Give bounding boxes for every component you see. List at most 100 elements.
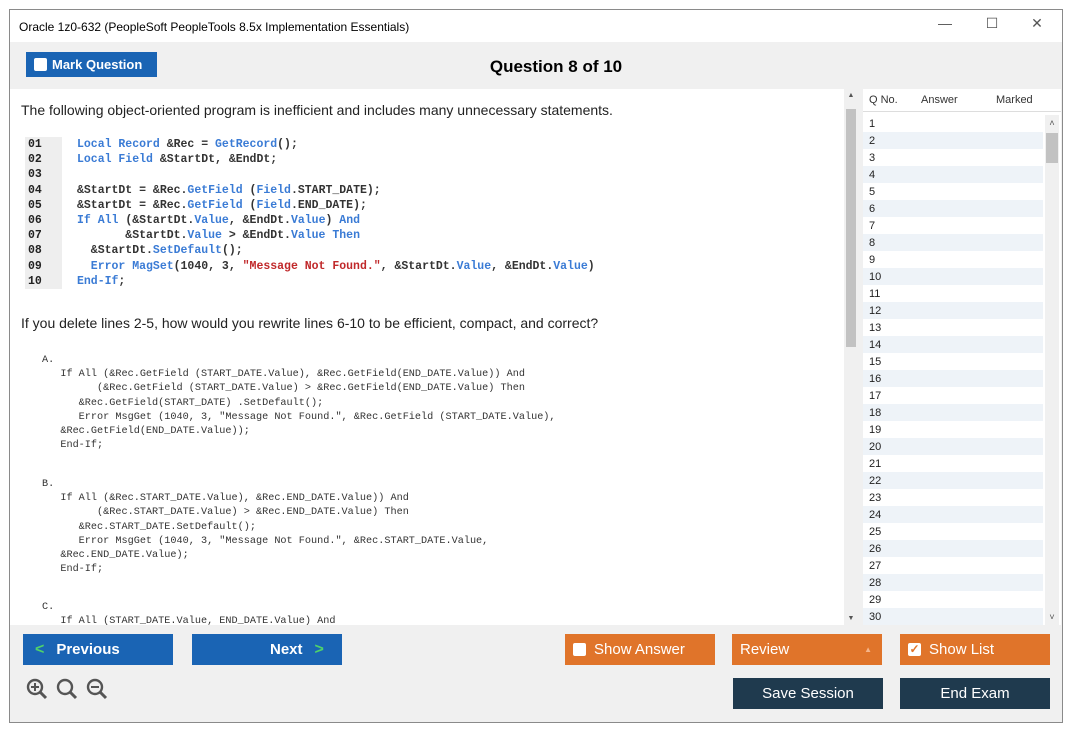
list-item[interactable]: 15 [869, 355, 882, 368]
chevron-left-icon: < [35, 640, 45, 658]
code-token: Field [256, 198, 291, 212]
line-number: 10 [25, 273, 62, 290]
chevron-right-icon: > [314, 640, 324, 658]
show-answer-button[interactable]: Show Answer [565, 634, 715, 665]
code-token: &StartDt, &EndDt; [159, 153, 278, 167]
question-scrollbar[interactable]: ▲ ▼ [844, 89, 858, 625]
list-item[interactable]: 19 [869, 423, 882, 436]
list-item[interactable]: 6 [863, 200, 1043, 217]
list-item[interactable]: 30 [863, 608, 1043, 625]
list-item[interactable]: 22 [863, 472, 1043, 489]
show-list-button[interactable]: ✓ Show List [900, 634, 1050, 665]
maximize-button[interactable]: ☐ [985, 15, 999, 31]
list-item[interactable]: 1 [869, 117, 876, 130]
list-scroll-down-icon[interactable]: ˅ [1049, 612, 1055, 622]
code-listing: 01 Local Record &Rec = GetRecord(); 02 Loca… [25, 137, 595, 290]
list-item[interactable]: 14 [863, 336, 1043, 353]
code-line: 08 &StartDt.SetDefault(); [25, 243, 595, 259]
code-line: 01 Local Record &Rec = GetRecord(); [25, 137, 595, 153]
list-item[interactable]: 27 [869, 559, 882, 572]
list-item[interactable]: 11 [869, 287, 881, 300]
list-item[interactable]: 9 [869, 253, 876, 266]
header-answer: Answer [921, 94, 958, 106]
list-item[interactable]: 13 [869, 321, 882, 334]
list-item[interactable]: 8 [863, 234, 1043, 251]
line-number: 04 [25, 182, 62, 198]
code-token: Value Then [290, 229, 360, 243]
list-item[interactable]: 26 [863, 540, 1043, 557]
app-window: Oracle 1z0-632 (PeopleSoft PeopleTools 8… [9, 9, 1063, 723]
mark-question-button[interactable]: Mark Question [26, 52, 157, 77]
list-item[interactable]: 18 [863, 404, 1043, 421]
minimize-button[interactable]: — [938, 15, 952, 31]
list-item[interactable]: 23 [869, 491, 882, 504]
list-item[interactable]: 16 [863, 370, 1043, 387]
list-scroll-thumb[interactable] [1046, 133, 1058, 163]
list-item[interactable]: 10 [863, 268, 1043, 285]
zoom-in-icon[interactable] [26, 678, 48, 700]
close-button[interactable]: ✕ [1031, 15, 1043, 31]
save-session-button[interactable]: Save Session [733, 678, 883, 709]
code-token: ) [325, 214, 340, 228]
list-item[interactable]: 5 [869, 185, 876, 198]
line-code: &StartDt = &Rec.GetField (Field.START_DA… [62, 183, 381, 198]
scroll-down-icon[interactable]: ▼ [847, 615, 855, 622]
code-token: ( [249, 198, 257, 212]
code-token: And [339, 214, 361, 228]
list-item[interactable]: 20 [863, 438, 1043, 455]
list-scrollbar[interactable]: ˄ ˅ [1045, 115, 1059, 625]
line-number: 06 [25, 213, 62, 229]
checkbox-checked-icon: ✓ [908, 642, 921, 656]
code-token: Field [256, 183, 291, 197]
zoom-out-icon[interactable] [86, 678, 108, 700]
previous-button[interactable]: < Previous [23, 634, 173, 665]
scroll-thumb[interactable] [846, 109, 856, 347]
list-item[interactable]: 3 [869, 151, 876, 164]
code-token: (1040, 3, [173, 259, 243, 273]
code-token: &StartDt = &Rec. [77, 183, 188, 197]
code-line: 04 &StartDt = &Rec.GetField (Field.START_… [25, 182, 595, 198]
line-number: 07 [25, 228, 62, 244]
code-token: Local Field [77, 153, 160, 167]
question-panel: The following object-oriented program is… [10, 89, 858, 625]
code-token: Value [456, 259, 492, 273]
code-token: GetField [187, 198, 250, 212]
list-item[interactable]: 4 [863, 166, 1043, 183]
code-token: , &EndDt. [228, 214, 291, 228]
line-code: &StartDt = &Rec.GetField (Field.END_DATE… [62, 198, 367, 213]
code-token: "Message Not Found." [242, 259, 381, 273]
code-token: .END_DATE); [290, 198, 367, 212]
list-item[interactable]: 2 [863, 132, 1043, 149]
question-list: Q No. Answer Marked 1 2 3 4 5 6 7 8 9 10 11 12 13 14 1… [863, 89, 1061, 625]
code-token: ( [249, 183, 257, 197]
review-dropdown[interactable]: Review ▲ [732, 634, 882, 665]
code-token: Local Record [77, 138, 167, 151]
list-item[interactable]: 12 [863, 302, 1043, 319]
line-code: &StartDt.Value > &EndDt.Value Then [62, 228, 360, 243]
list-item[interactable]: 28 [863, 574, 1043, 591]
end-exam-button[interactable]: End Exam [900, 678, 1050, 709]
list-item[interactable]: 25 [869, 525, 882, 538]
list-item[interactable]: 21 [869, 457, 882, 470]
scroll-up-icon[interactable]: ▲ [847, 92, 855, 99]
list-item[interactable]: 17 [869, 389, 882, 402]
code-token: Value [187, 229, 222, 243]
question-title: Question 8 of 10 [489, 57, 623, 76]
code-token: SetDefault [152, 244, 222, 258]
list-item[interactable]: 29 [869, 593, 882, 606]
line-number: 08 [25, 243, 62, 259]
list-item[interactable]: 24 [863, 506, 1043, 523]
zoom-reset-icon[interactable] [56, 678, 78, 700]
header-marked: Marked [996, 94, 1033, 106]
list-scroll-up-icon[interactable]: ˄ [1049, 118, 1055, 128]
code-line: 10 End-If; [25, 273, 595, 290]
code-token: Value [553, 259, 588, 273]
line-number: 09 [25, 258, 62, 274]
line-code: Local Record &Rec = GetRecord(); [62, 137, 298, 152]
list-item[interactable]: 7 [869, 219, 876, 232]
next-button[interactable]: Next > [192, 634, 342, 665]
code-token: Error MagSet [77, 259, 174, 273]
code-token: ; [118, 274, 126, 288]
code-token: If All [77, 214, 126, 228]
code-token: &StartDt. [77, 244, 153, 258]
